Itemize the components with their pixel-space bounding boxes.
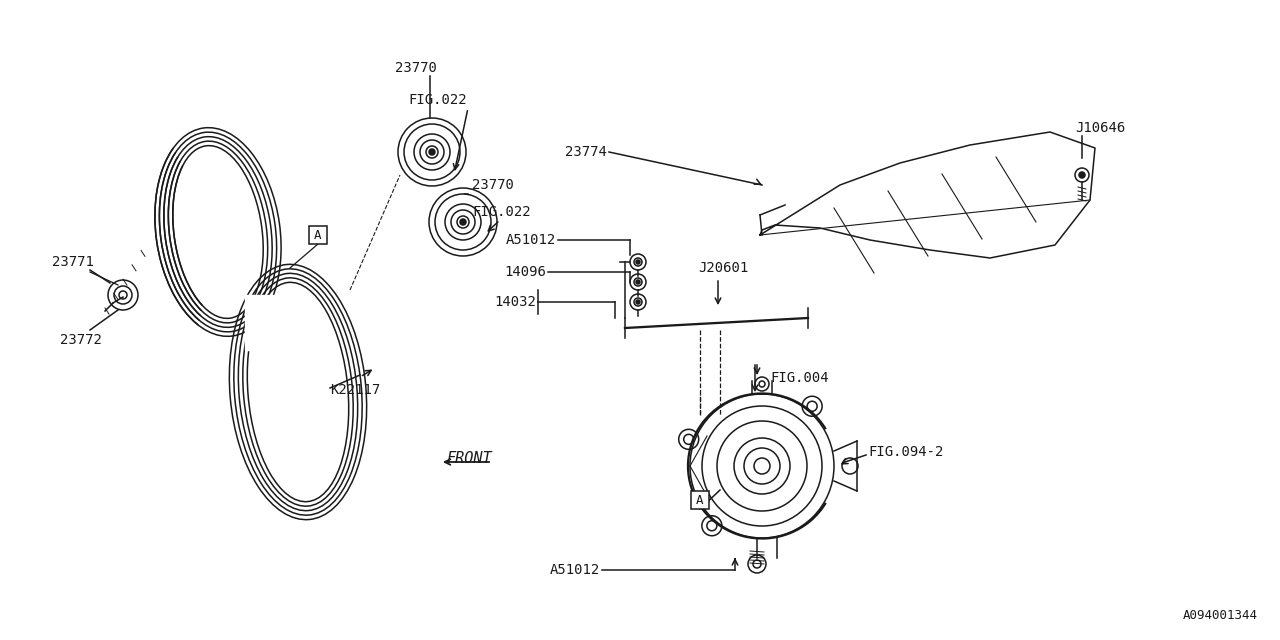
Circle shape: [636, 300, 640, 304]
Text: FIG.004: FIG.004: [771, 371, 828, 385]
Text: A: A: [315, 228, 321, 241]
Circle shape: [460, 219, 466, 225]
Bar: [691, 491, 709, 509]
Text: 23771: 23771: [52, 255, 93, 269]
Text: A: A: [696, 493, 704, 506]
Bar: [244, 295, 294, 350]
Text: J10646: J10646: [1075, 121, 1125, 135]
Text: A51012: A51012: [506, 233, 556, 247]
Text: K22117: K22117: [330, 383, 380, 397]
Text: A51012: A51012: [549, 563, 600, 577]
Text: 14032: 14032: [494, 295, 536, 309]
Circle shape: [636, 260, 640, 264]
Text: 14096: 14096: [504, 265, 547, 279]
Text: FIG.094-2: FIG.094-2: [868, 445, 943, 459]
Text: 23770: 23770: [472, 178, 513, 192]
Text: FRONT: FRONT: [445, 451, 492, 465]
Text: 23772: 23772: [60, 333, 102, 347]
Text: FIG.022: FIG.022: [408, 93, 467, 107]
Circle shape: [636, 280, 640, 284]
Bar: [308, 226, 326, 244]
Text: A094001344: A094001344: [1183, 609, 1258, 622]
Text: 23774: 23774: [566, 145, 607, 159]
Circle shape: [1079, 172, 1085, 178]
Text: J20601: J20601: [698, 261, 749, 275]
Text: 23770: 23770: [396, 61, 436, 75]
Circle shape: [429, 149, 435, 155]
Text: FIG.022: FIG.022: [472, 205, 531, 219]
